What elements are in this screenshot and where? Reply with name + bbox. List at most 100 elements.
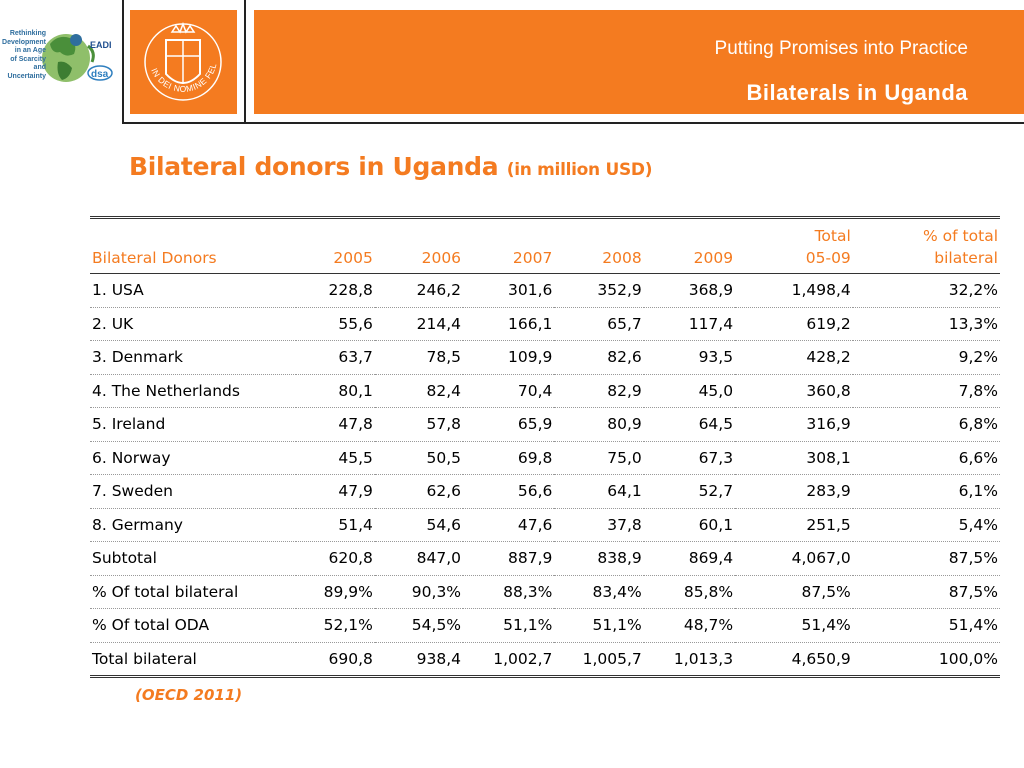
university-seal-icon: IN DEI NOMINE FELICITER — [127, 2, 222, 101]
value-cell: 428,2 — [735, 340, 853, 375]
value-cell: 117,4 — [643, 307, 736, 341]
slide-subtitle: Bilaterals in Uganda — [746, 80, 968, 105]
value-cell: 64,5 — [643, 407, 736, 442]
value-cell: 67,3 — [643, 441, 736, 475]
dsa-logo-text: dsa — [91, 69, 109, 80]
value-cell: 251,5 — [735, 508, 853, 542]
value-cell: 62,6 — [374, 474, 464, 509]
value-cell: 301,6 — [463, 273, 555, 308]
value-cell: 65,7 — [554, 307, 644, 341]
value-cell: 4,650,9 — [735, 642, 853, 678]
value-cell: 82,9 — [554, 374, 644, 408]
value-cell: 47,8 — [296, 407, 375, 442]
value-cell: 51,4% — [735, 608, 853, 643]
bilateral-donors-table: Bilateral Donors 2005 2006 2007 2008 200… — [90, 216, 1000, 678]
column-header-2008: 2008 — [554, 217, 644, 274]
header-bottom-rule — [122, 122, 1024, 124]
value-cell: 88,3% — [463, 575, 555, 609]
donor-name-cell: 5. Ireland — [90, 407, 297, 442]
value-cell: 166,1 — [463, 307, 555, 341]
title-main: Bilateral donors in Uganda — [129, 152, 499, 181]
page-title: Bilateral donors in Uganda (in million U… — [129, 152, 653, 181]
value-cell: 85,8% — [643, 575, 736, 609]
title-unit: (in million USD) — [506, 160, 653, 180]
donor-name-cell: 4. The Netherlands — [90, 374, 297, 408]
value-cell: 1,013,3 — [643, 642, 736, 678]
table-row: 3. Denmark 63,7 78,5 109,9 82,6 93,5 428,2 9,2% — [90, 340, 1000, 375]
value-cell: 6,1% — [852, 474, 1000, 509]
value-cell: 57,8 — [374, 407, 464, 442]
table-row: 5. Ireland 47,8 57,8 65,9 80,9 64,5 316,9 6,8% — [90, 407, 1000, 442]
value-cell: 6,8% — [852, 407, 1000, 442]
value-cell: 246,2 — [374, 273, 464, 308]
value-cell: 620,8 — [296, 541, 375, 576]
value-cell: 47,9 — [296, 474, 375, 509]
value-cell: 368,9 — [643, 273, 736, 308]
value-cell: 80,9 — [554, 407, 644, 442]
value-cell: 37,8 — [554, 508, 644, 542]
header-banner: Putting Promises into Practice Bilateral… — [254, 10, 1024, 114]
value-cell: 45,5 — [296, 441, 375, 475]
value-cell: 869,4 — [643, 541, 736, 576]
value-cell: 352,9 — [554, 273, 644, 308]
value-cell: 316,9 — [735, 407, 853, 442]
value-cell: 82,4 — [374, 374, 464, 408]
donor-name-cell: 6. Norway — [90, 441, 297, 475]
table-row: 1. USA 228,8 246,2 301,6 352,9 368,9 1,498,4 32… — [90, 273, 1000, 308]
value-cell: 52,7 — [643, 474, 736, 509]
table-row: Total bilateral 690,8 938,4 1,002,7 1,005,7 1… — [90, 642, 1000, 678]
value-cell: 51,1% — [463, 608, 555, 643]
value-cell: 32,2% — [852, 273, 1000, 308]
globe-logo-icon: EADI dsa — [42, 34, 113, 82]
value-cell: 109,9 — [463, 340, 555, 375]
donor-name-cell: % Of total ODA — [90, 608, 297, 643]
value-cell: 1,005,7 — [554, 642, 644, 678]
table-row: 7. Sweden 47,9 62,6 56,6 64,1 52,7 283,9 6,1% — [90, 474, 1000, 509]
column-header-total: Total 05-09 — [735, 217, 853, 274]
header-divider — [122, 0, 124, 124]
table-row: Subtotal 620,8 847,0 887,9 838,9 869,4 4,067,0… — [90, 541, 1000, 576]
value-cell: 887,9 — [463, 541, 555, 576]
value-cell: 55,6 — [296, 307, 375, 341]
value-cell: 7,8% — [852, 374, 1000, 408]
value-cell: 90,3% — [374, 575, 464, 609]
value-cell: 214,4 — [374, 307, 464, 341]
value-cell: 56,6 — [463, 474, 555, 509]
value-cell: 78,5 — [374, 340, 464, 375]
conference-logo-text: Rethinking Development in an Age of Scar… — [2, 30, 46, 80]
value-cell: 87,5% — [852, 575, 1000, 609]
conference-logo: EADI dsa Rethinking Development in an Ag… — [0, 0, 120, 120]
column-header-percent: % of total bilateral — [852, 217, 1000, 274]
value-cell: 48,7% — [643, 608, 736, 643]
table-row: 8. Germany 51,4 54,6 47,6 37,8 60,1 251,5 5,4% — [90, 508, 1000, 542]
column-header-2009: 2009 — [643, 217, 736, 274]
value-cell: 83,4% — [554, 575, 644, 609]
donor-name-cell: 7. Sweden — [90, 474, 297, 509]
column-header-2007: 2007 — [463, 217, 555, 274]
value-cell: 619,2 — [735, 307, 853, 341]
donor-name-cell: Total bilateral — [90, 642, 297, 678]
donor-name-cell: 2. UK — [90, 307, 297, 341]
value-cell: 51,1% — [554, 608, 644, 643]
value-cell: 63,7 — [296, 340, 375, 375]
value-cell: 360,8 — [735, 374, 853, 408]
value-cell: 6,6% — [852, 441, 1000, 475]
value-cell: 51,4% — [852, 608, 1000, 643]
university-seal-block: IN DEI NOMINE FELICITER — [127, 2, 237, 114]
eadi-logo-text: EADI — [90, 40, 112, 50]
table-header-row: Bilateral Donors 2005 2006 2007 2008 200… — [90, 217, 1000, 274]
value-cell: 228,8 — [296, 273, 375, 308]
value-cell: 308,1 — [735, 441, 853, 475]
column-header-donor: Bilateral Donors — [90, 217, 297, 274]
value-cell: 54,6 — [374, 508, 464, 542]
value-cell: 938,4 — [374, 642, 464, 678]
donor-name-cell: 3. Denmark — [90, 340, 297, 375]
value-cell: 5,4% — [852, 508, 1000, 542]
value-cell: 9,2% — [852, 340, 1000, 375]
value-cell: 69,8 — [463, 441, 555, 475]
value-cell: 51,4 — [296, 508, 375, 542]
value-cell: 47,6 — [463, 508, 555, 542]
table-row: 4. The Netherlands 80,1 82,4 70,4 82,9 45,0 36… — [90, 374, 1000, 408]
value-cell: 52,1% — [296, 608, 375, 643]
value-cell: 82,6 — [554, 340, 644, 375]
